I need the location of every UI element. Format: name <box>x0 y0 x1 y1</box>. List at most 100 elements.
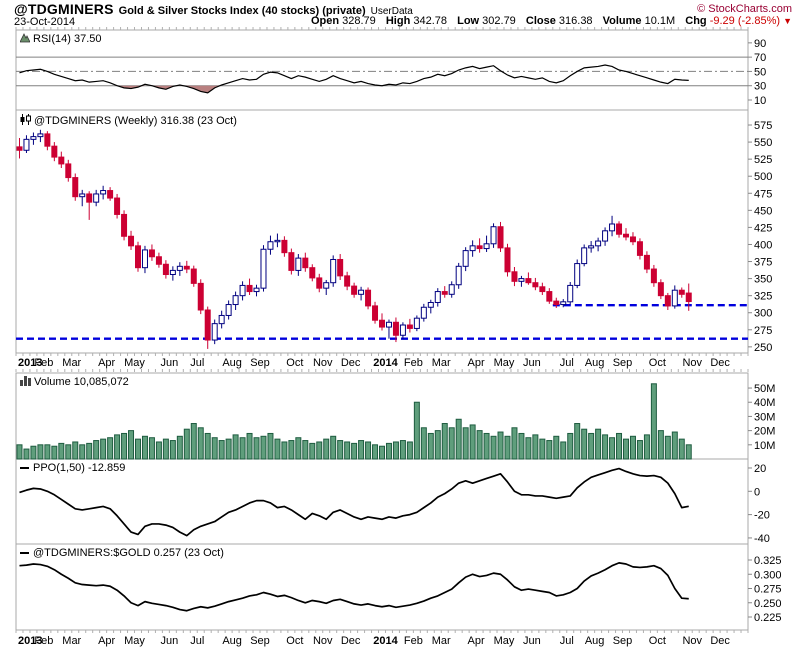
y-axis-label: 250 <box>754 342 772 354</box>
month-label: 2013 <box>18 357 42 369</box>
volume-bar <box>595 428 602 460</box>
y-axis-label: 90 <box>754 38 766 50</box>
volume-bar <box>623 438 629 460</box>
rsi-mountain-icon <box>19 33 31 46</box>
volume-bar <box>169 440 176 460</box>
month-label: Feb <box>34 357 53 369</box>
candle <box>629 236 636 243</box>
low-value: 302.79 <box>482 15 516 27</box>
candle <box>302 257 309 269</box>
month-label: Jun <box>160 635 178 647</box>
volume-bar <box>37 444 44 460</box>
high-label: High <box>385 15 411 27</box>
candle <box>636 241 643 256</box>
month-label: 2013 <box>18 635 42 647</box>
month-label: 2014 <box>373 635 398 647</box>
month-label: Jul <box>190 357 204 369</box>
candle <box>93 193 100 203</box>
month-label: Mar <box>432 357 451 369</box>
y-axis-label: 20M <box>754 426 775 438</box>
volume-bar <box>678 438 685 460</box>
volume-bar <box>581 428 588 460</box>
support-lines <box>16 304 748 340</box>
volume-bar <box>190 423 197 460</box>
month-label: Mar <box>62 357 81 369</box>
volume-bar <box>434 430 441 460</box>
volume-bar <box>204 432 211 460</box>
y-axis-label: 400 <box>754 239 772 251</box>
volume-bar <box>497 431 504 460</box>
month-label: Feb <box>404 635 423 647</box>
rsi-plot <box>16 56 748 94</box>
volume-bar <box>483 432 490 460</box>
candle <box>100 190 107 195</box>
candle <box>546 291 553 302</box>
volume-bar <box>302 440 309 460</box>
candle <box>267 241 274 250</box>
volume-bar <box>100 438 107 460</box>
volume-bar <box>525 437 532 460</box>
y-axis-label: 40M <box>754 397 775 409</box>
volume-bars-icon <box>20 376 31 389</box>
candle <box>602 230 609 242</box>
candle <box>51 145 58 158</box>
volume-bar <box>567 432 574 460</box>
volume-bar <box>469 424 476 460</box>
month-label: Apr <box>468 357 485 369</box>
chart-title: Gold & Silver Stocks Index (40 stocks) (… <box>118 5 366 17</box>
volume-bar <box>79 444 86 460</box>
ppo-plot <box>19 467 689 537</box>
month-label: Aug <box>222 357 242 369</box>
month-label: 2014 <box>373 357 398 369</box>
copyright-link[interactable]: © StockCharts.com <box>697 3 792 15</box>
candle <box>643 254 650 270</box>
candle <box>274 239 281 243</box>
y-axis-label: 30M <box>754 411 775 423</box>
y-axis-label: 575 <box>754 120 772 132</box>
volume-bar <box>546 440 553 460</box>
candle <box>420 306 427 319</box>
volume-bar <box>274 438 281 460</box>
candle <box>372 305 379 321</box>
month-label: Apr <box>468 635 485 647</box>
volume-bar <box>609 437 616 460</box>
volume-bar <box>323 438 330 460</box>
volume-bar <box>239 437 246 460</box>
month-label: Apr <box>98 635 115 647</box>
ticker-symbol: @TDGMINERS <box>14 1 114 17</box>
y-axis-label: 0.225 <box>754 612 782 624</box>
y-axis-label: 525 <box>754 154 772 166</box>
candle <box>358 289 365 295</box>
volume-bar <box>399 440 406 460</box>
volume-bar <box>588 432 595 460</box>
candle <box>190 268 197 284</box>
volume-bar <box>218 440 225 460</box>
volume-label: Volume <box>602 15 642 27</box>
candle <box>337 258 344 277</box>
candle <box>650 268 657 284</box>
candle <box>114 197 121 215</box>
y-axis-label: 50M <box>754 383 775 395</box>
candle <box>518 278 525 282</box>
volume-bar <box>455 418 462 460</box>
volume-bar <box>23 448 30 460</box>
month-label: Dec <box>710 357 730 369</box>
volume-bar <box>253 437 260 460</box>
volume-bar <box>511 427 518 460</box>
chg-value: -9.29 (-2.85%) <box>709 15 781 27</box>
candle <box>72 177 79 198</box>
volume-bar <box>114 434 121 460</box>
month-label: Nov <box>313 635 333 647</box>
volume-bars <box>16 383 692 460</box>
price-y-axis: 575 550 525 500 475 450 425 400 375 350 325 300 275 2… <box>748 120 772 354</box>
month-label: Feb <box>34 635 53 647</box>
volume-bar <box>602 434 609 460</box>
candle <box>239 284 246 297</box>
candle <box>37 133 44 138</box>
candle <box>121 213 128 237</box>
y-axis-label: 30 <box>754 81 766 93</box>
candle <box>413 317 420 329</box>
candle <box>176 265 183 271</box>
